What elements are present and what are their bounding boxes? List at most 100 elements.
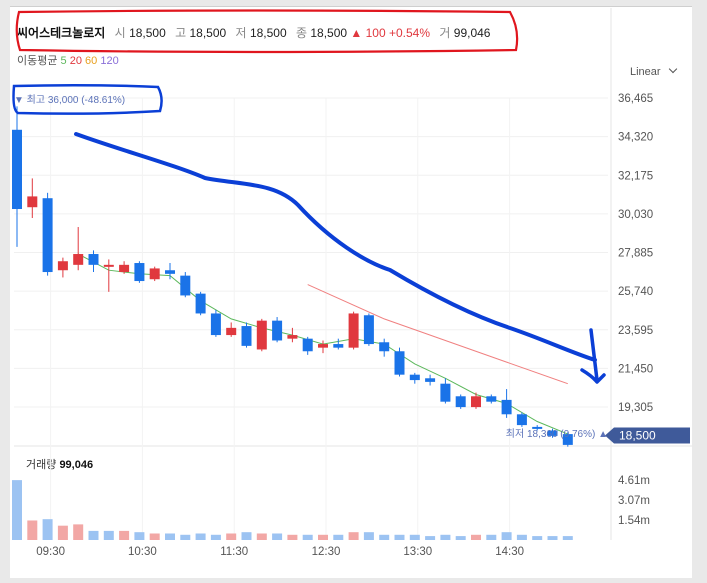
time-tick-label: 13:30 bbox=[403, 546, 432, 558]
volume-bar bbox=[409, 534, 420, 540]
volume-bar bbox=[210, 534, 221, 540]
price-tick-label: 36,465 bbox=[618, 93, 653, 105]
candle bbox=[195, 291, 206, 316]
open-value: 18,500 bbox=[129, 26, 166, 40]
close-value: 18,500 bbox=[310, 26, 348, 40]
volume-bar bbox=[486, 534, 497, 540]
price-tick-label: 23,595 bbox=[618, 325, 653, 337]
time-tick-label: 14:30 bbox=[495, 546, 524, 558]
candle bbox=[12, 106, 22, 247]
current-price-tag-text: 18,500 bbox=[619, 428, 656, 442]
high-value: 18,500 bbox=[189, 26, 227, 40]
close-label: 종 bbox=[295, 26, 308, 40]
candle bbox=[455, 394, 466, 409]
price-tick-label: 25,740 bbox=[618, 286, 653, 298]
volume-value: 99,046 bbox=[453, 26, 491, 40]
candle-body bbox=[149, 268, 160, 280]
candle bbox=[501, 389, 512, 418]
candle bbox=[348, 311, 359, 350]
ma-120: 120 bbox=[100, 55, 119, 67]
candle bbox=[27, 178, 38, 219]
candle-body bbox=[180, 275, 191, 296]
volume-bar bbox=[287, 534, 298, 540]
volume-bar bbox=[272, 533, 283, 540]
stock-name: 씨어스테크놀로지 bbox=[17, 26, 106, 40]
volume-bar bbox=[363, 532, 374, 540]
candle bbox=[379, 338, 390, 357]
volume-bar bbox=[348, 532, 359, 540]
volume-bar bbox=[12, 480, 22, 540]
candle bbox=[532, 425, 543, 431]
chart-window bbox=[10, 6, 692, 578]
candle bbox=[134, 261, 145, 283]
candle-body bbox=[409, 374, 420, 381]
candle-body bbox=[455, 396, 466, 408]
volume-label: 거 bbox=[439, 26, 451, 40]
ma-60: 60 bbox=[85, 55, 98, 67]
candle-body bbox=[226, 327, 237, 336]
volume-bar bbox=[562, 536, 573, 540]
candle-body bbox=[272, 320, 283, 341]
candle bbox=[149, 266, 160, 282]
scale-toggle-button[interactable]: Linear bbox=[630, 64, 677, 78]
time-tick-label: 11:30 bbox=[220, 546, 248, 558]
time-tick-label: 10:30 bbox=[128, 546, 157, 558]
candle bbox=[272, 317, 283, 343]
candle bbox=[88, 250, 99, 273]
volume-bar bbox=[134, 532, 145, 540]
volume-bar bbox=[516, 534, 527, 540]
volume-bar bbox=[241, 532, 252, 540]
volume-bar bbox=[333, 534, 344, 540]
candle bbox=[440, 378, 451, 404]
ma20-line bbox=[307, 284, 568, 385]
candle-body bbox=[256, 320, 267, 350]
candle bbox=[425, 374, 436, 386]
volume-bar bbox=[119, 530, 130, 540]
price-tick-label: 34,320 bbox=[618, 132, 653, 144]
volume-bar bbox=[547, 536, 558, 540]
volume-bar bbox=[425, 536, 436, 540]
ma-20: 20 bbox=[69, 55, 82, 67]
candle bbox=[394, 347, 405, 377]
candle-body bbox=[134, 263, 145, 282]
high-marker-label: ▼ 최고 36,000 (-48.61%) bbox=[14, 94, 125, 106]
candle bbox=[318, 340, 328, 354]
candle bbox=[180, 272, 191, 298]
volume-bar bbox=[318, 534, 328, 540]
candle-body bbox=[195, 293, 206, 314]
price-tick-label: 30,030 bbox=[618, 209, 653, 221]
volume-tick-label: 4.61m bbox=[618, 475, 650, 487]
blue-arrow-head bbox=[580, 328, 606, 384]
candle bbox=[256, 318, 267, 352]
current-price-tag: 18,500 bbox=[605, 427, 690, 444]
volume-tick-label: 3.07m bbox=[618, 495, 650, 507]
low-marker-label: 최저 18,360 (0.76%) ▲ bbox=[506, 428, 608, 440]
volume-bar bbox=[27, 520, 38, 540]
volume-bar bbox=[73, 524, 84, 540]
price-tick-label: 27,885 bbox=[618, 248, 653, 260]
candle-body bbox=[425, 378, 436, 382]
candle-body bbox=[501, 399, 512, 415]
candle bbox=[226, 322, 237, 337]
candle bbox=[333, 338, 344, 350]
red-annotation-ellipse bbox=[15, 9, 519, 54]
candle-body bbox=[57, 261, 68, 271]
candle-body bbox=[440, 383, 451, 402]
candle-body bbox=[241, 326, 252, 346]
candle-body bbox=[210, 313, 221, 336]
candle-body bbox=[119, 264, 130, 273]
low-value: 18,500 bbox=[249, 26, 287, 40]
candle bbox=[210, 309, 221, 337]
candle-body bbox=[12, 129, 22, 210]
low-label: 저 bbox=[235, 26, 247, 40]
top-border bbox=[10, 6, 692, 7]
volume-bar bbox=[57, 525, 68, 540]
candle-body bbox=[27, 196, 38, 208]
ma-legend[interactable]: 이동평균 5 20 60 120 bbox=[17, 52, 119, 68]
candle bbox=[119, 261, 130, 274]
candle-body bbox=[302, 338, 313, 352]
volume-bar bbox=[149, 533, 160, 540]
scale-label: Linear bbox=[630, 66, 661, 78]
candle bbox=[471, 392, 481, 409]
